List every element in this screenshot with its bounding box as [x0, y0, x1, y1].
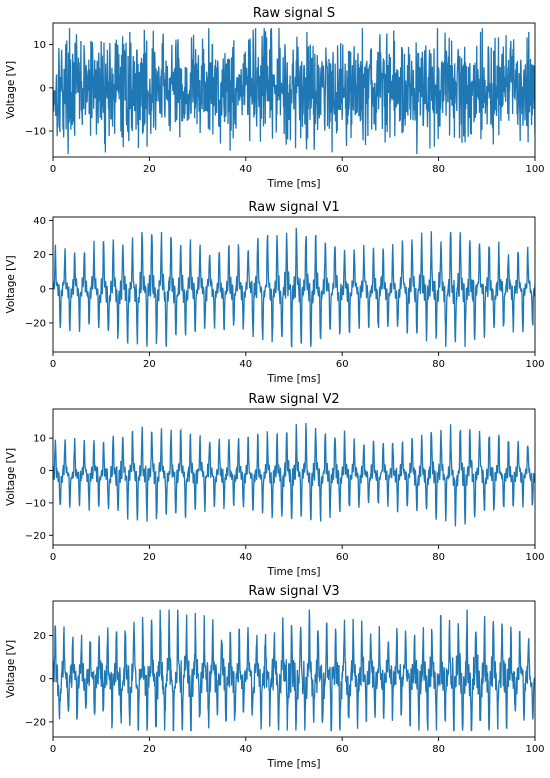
axes-frame — [52, 216, 536, 353]
chart-title: Raw signal V2 — [248, 392, 339, 407]
y-axis-label: Voltage [V] — [5, 640, 17, 698]
y-tick-label: 0 — [40, 83, 46, 94]
x-tick-label: 0 — [50, 744, 56, 755]
y-axis-label: Voltage [V] — [5, 448, 17, 506]
x-tick-label: 100 — [525, 744, 544, 755]
chart-title: Raw signal V1 — [248, 200, 339, 215]
x-tick-label: 20 — [143, 164, 156, 175]
y-tick-label: 10 — [33, 40, 46, 51]
x-axis-label: Time [ms] — [267, 373, 321, 385]
x-tick-label: 0 — [50, 552, 56, 563]
x-tick-label: 20 — [143, 744, 156, 755]
subplot-2: Raw signal V1 0 20 40 60 80 100 Time [ms] −20 0 20… — [5, 200, 545, 385]
x-tick-label: 80 — [432, 164, 445, 175]
y-tick-label: 0 — [40, 466, 46, 477]
y-axis-label: Voltage [V] — [5, 255, 17, 313]
signal-line — [53, 28, 535, 154]
x-axis-label: Time [ms] — [267, 178, 321, 190]
y-tick-label: −20 — [25, 717, 46, 728]
y-axis-label: Voltage [V] — [5, 61, 17, 119]
x-tick-label: 80 — [432, 552, 445, 563]
x-axis-label: Time [ms] — [267, 566, 321, 578]
subplot-1: Raw signal S 0 20 40 60 80 100 Time [ms] −10 0 10 V… — [5, 6, 545, 190]
x-tick-label: 0 — [50, 359, 56, 370]
signal-line — [53, 227, 535, 349]
x-axis-label: Time [ms] — [267, 758, 321, 770]
y-tick-label: 0 — [40, 284, 46, 295]
subplot-4: Raw signal V3 0 20 40 60 80 100 Time [ms] −20 0 20… — [5, 584, 545, 770]
signal-line — [53, 609, 535, 732]
axes-frame — [52, 600, 536, 738]
x-tick-label: 20 — [143, 552, 156, 563]
x-tick-label: 80 — [432, 744, 445, 755]
x-tick-label: 40 — [239, 552, 252, 563]
x-tick-label: 40 — [239, 164, 252, 175]
y-tick-label: −10 — [25, 498, 46, 509]
x-tick-label: 80 — [432, 359, 445, 370]
signal-line — [53, 422, 535, 527]
y-tick-label: 20 — [33, 250, 46, 261]
x-tick-label: 60 — [336, 164, 349, 175]
chart-title: Raw signal S — [253, 6, 335, 21]
axes-frame — [52, 22, 536, 158]
chart-title: Raw signal V3 — [248, 584, 339, 599]
x-tick-label: 100 — [525, 359, 544, 370]
x-tick-label: 100 — [525, 164, 544, 175]
y-tick-label: 40 — [33, 216, 46, 227]
x-tick-label: 100 — [525, 552, 544, 563]
x-tick-label: 20 — [143, 359, 156, 370]
x-tick-label: 60 — [336, 744, 349, 755]
x-tick-label: 40 — [239, 359, 252, 370]
x-tick-label: 0 — [50, 164, 56, 175]
y-tick-label: 10 — [33, 434, 46, 445]
y-tick-label: −20 — [25, 318, 46, 329]
axes-frame — [52, 408, 536, 546]
y-tick-label: −20 — [25, 531, 46, 542]
y-tick-label: 20 — [33, 631, 46, 642]
y-tick-label: −10 — [25, 127, 46, 138]
x-tick-label: 60 — [336, 359, 349, 370]
x-tick-label: 40 — [239, 744, 252, 755]
y-tick-label: 0 — [40, 674, 46, 685]
x-tick-label: 60 — [336, 552, 349, 563]
